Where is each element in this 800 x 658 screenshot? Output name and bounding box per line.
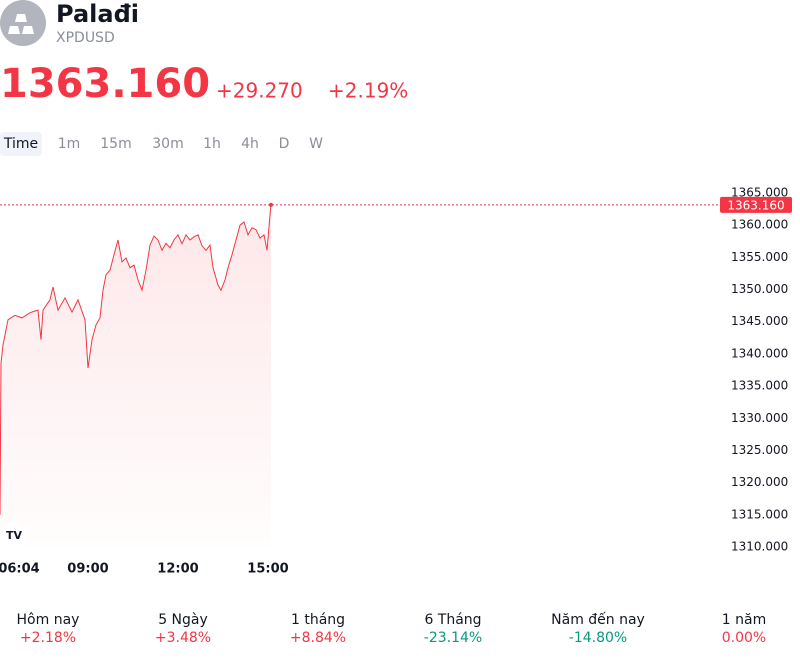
timeframe-button[interactable]: Time <box>3 136 38 152</box>
x-tick-label: 09:00 <box>67 562 108 577</box>
timeframe-button[interactable]: D <box>279 136 290 152</box>
last-price-badge <box>720 196 792 213</box>
performance-value: +8.84% <box>290 630 346 646</box>
performance-label: Hôm nay <box>17 612 80 628</box>
y-tick-label: 1330.000 <box>731 411 788 425</box>
title: Palađi <box>56 0 139 28</box>
x-tick-label: 12:00 <box>157 562 198 577</box>
y-tick-label: 1340.000 <box>731 346 788 360</box>
y-tick-label: 1345.000 <box>731 314 788 328</box>
y-tick-label: 1335.000 <box>731 379 788 393</box>
y-tick-label: 1320.000 <box>731 475 788 489</box>
x-tick-label: 06:04 <box>0 562 40 577</box>
performance-value: +3.48% <box>155 630 211 646</box>
area-fill <box>0 204 271 548</box>
timeframe-selected-bg <box>0 132 42 156</box>
y-tick-label: 1315.000 <box>731 507 788 521</box>
y-tick-label: 1360.000 <box>731 218 788 232</box>
performance-value: 0.00% <box>722 630 766 646</box>
y-tick-label: 1325.000 <box>731 443 788 457</box>
timeframe-button[interactable]: 30m <box>152 136 183 152</box>
performance-value: +2.18% <box>20 630 76 646</box>
price: 1363.160 <box>0 61 210 107</box>
y-tick-label: 1365.000 <box>731 186 788 200</box>
x-tick-label: 15:00 <box>247 562 288 577</box>
symbol: XPDUSD <box>56 30 115 46</box>
performance-label: 5 Ngày <box>158 612 208 628</box>
performance-label: 1 năm <box>722 612 766 628</box>
performance-label: 6 Tháng <box>424 612 481 628</box>
tv-logo: TV <box>0 521 28 549</box>
y-tick-label: 1350.000 <box>731 282 788 296</box>
y-tick-label: 1355.000 <box>731 250 788 264</box>
performance-label: 1 tháng <box>291 612 345 628</box>
price-change: +29.270 <box>216 79 303 103</box>
y-tick-label: 1310.000 <box>731 540 788 554</box>
timeframe-button[interactable]: W <box>309 136 323 152</box>
timeframe-button[interactable]: 15m <box>100 136 131 152</box>
performance-value: -14.80% <box>569 630 627 646</box>
performance-label: Năm đến nay <box>551 611 645 628</box>
last-price-label: 1363.160 <box>727 198 784 212</box>
svg-text:TV: TV <box>6 529 23 542</box>
last-price-dot <box>269 202 273 207</box>
price-line <box>0 204 272 515</box>
performance-value: -23.14% <box>424 630 482 646</box>
logo <box>0 0 46 46</box>
timeframe-button[interactable]: 4h <box>241 136 259 152</box>
timeframe-button[interactable]: 1h <box>203 136 221 152</box>
price-change-percent: +2.19% <box>328 79 408 103</box>
timeframe-button[interactable]: 1m <box>58 136 81 152</box>
